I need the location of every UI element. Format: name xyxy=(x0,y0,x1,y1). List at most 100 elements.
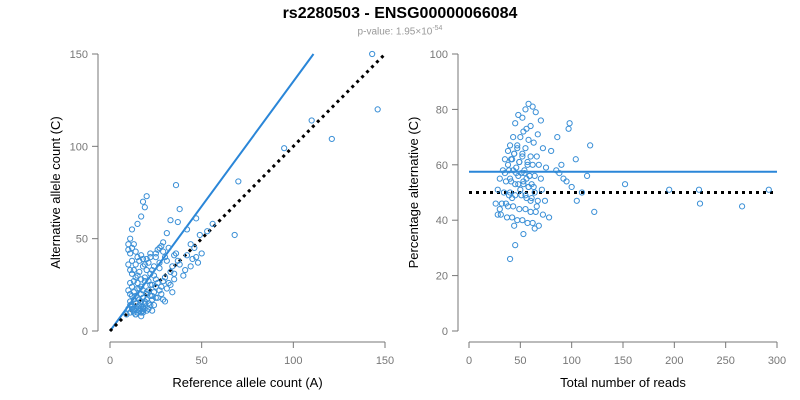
left-data-point xyxy=(193,215,200,222)
left-data-point xyxy=(132,300,139,307)
left-data-point xyxy=(154,294,161,301)
right-data-point xyxy=(578,189,586,196)
right-data-point xyxy=(510,203,517,210)
left-data-point xyxy=(308,117,315,124)
left-data-point xyxy=(165,244,172,251)
right-x-tick-label: 200 xyxy=(665,355,683,367)
left-data-point xyxy=(152,254,159,261)
left-data-point xyxy=(141,278,148,285)
left-data-point xyxy=(143,289,150,296)
left-data-point xyxy=(134,220,141,227)
right-data-point xyxy=(529,219,536,227)
left-data-point xyxy=(167,268,174,276)
left-data-point xyxy=(128,226,136,233)
right-y-tick-label: 20 xyxy=(436,271,448,283)
right-data-point xyxy=(538,186,545,193)
right-data-point xyxy=(527,122,534,130)
right-data-point xyxy=(506,142,514,149)
left-data-point xyxy=(160,278,167,285)
left-x-tick-label: 100 xyxy=(284,355,302,367)
right-data-point xyxy=(521,167,528,174)
right-data-point xyxy=(519,114,526,121)
left-data-point xyxy=(123,311,130,318)
right-data-point xyxy=(515,111,522,119)
right-data-point xyxy=(526,172,533,179)
left-data-point xyxy=(176,261,183,268)
right-data-point xyxy=(520,230,527,238)
left-data-point xyxy=(125,246,132,253)
left-data-point xyxy=(158,242,165,250)
figure-title: rs2280503 - ENSG00000066084 xyxy=(282,5,518,22)
right-data-point xyxy=(537,117,544,124)
left-data-point xyxy=(161,274,169,281)
left-data-point xyxy=(196,231,203,239)
left-data-point xyxy=(143,255,150,263)
left-data-point xyxy=(128,270,136,277)
left-data-point xyxy=(160,296,167,303)
right-data-point xyxy=(519,150,526,157)
right-data-point xyxy=(502,200,510,207)
left-data-point xyxy=(150,302,158,309)
right-data-point xyxy=(765,186,772,193)
right-data-point xyxy=(568,183,575,191)
left-data-point xyxy=(147,281,154,288)
right-x-tick-label: 150 xyxy=(614,355,632,367)
left-data-point xyxy=(128,257,136,264)
left-data-point xyxy=(127,250,134,257)
left-data-points xyxy=(123,50,381,320)
right-data-point xyxy=(518,192,525,199)
right-x-tick-label: 250 xyxy=(716,355,734,367)
left-data-point xyxy=(281,145,288,152)
right-data-point xyxy=(512,120,519,127)
right-data-point xyxy=(505,167,513,174)
left-data-point xyxy=(134,294,141,301)
left-data-point xyxy=(145,278,152,285)
right-data-point xyxy=(496,206,503,213)
right-data-point xyxy=(531,225,538,232)
left-data-point xyxy=(136,268,143,276)
left-data-point xyxy=(152,294,159,301)
left-data-point xyxy=(132,274,139,281)
left-data-point xyxy=(160,239,167,246)
left-data-point xyxy=(130,309,137,316)
left-data-point xyxy=(163,257,170,264)
right-data-point xyxy=(527,153,534,160)
right-y-tick-label: 0 xyxy=(442,326,448,338)
right-data-point xyxy=(506,255,514,263)
right-data-point xyxy=(519,153,526,160)
left-data-point xyxy=(167,217,174,224)
left-data-point xyxy=(172,250,180,257)
right-axes: 0 50 100 150 200 250 300 0 20 40 60 80 100 Total numb… xyxy=(406,49,786,390)
right-data-point xyxy=(528,181,535,188)
left-data-point xyxy=(147,250,154,257)
left-data-point xyxy=(136,257,143,264)
left-data-point xyxy=(128,283,136,290)
left-data-point xyxy=(198,250,205,257)
left-data-point xyxy=(191,244,198,251)
left-data-point xyxy=(132,311,139,318)
right-data-point xyxy=(591,208,598,215)
left-x-axis-label: Reference allele count (A) xyxy=(172,375,322,390)
left-data-point xyxy=(187,241,194,248)
right-data-point xyxy=(511,222,518,229)
left-data-point xyxy=(204,228,211,235)
left-data-point xyxy=(183,226,191,233)
right-data-point xyxy=(528,194,535,202)
left-data-point xyxy=(127,290,134,298)
right-data-point xyxy=(497,211,504,218)
left-data-point xyxy=(147,302,154,309)
right-data-point xyxy=(531,172,538,179)
left-data-point xyxy=(136,285,143,292)
right-data-point xyxy=(587,142,594,149)
left-axes: 0 50 100 150 0 50 100 150 Reference allele count… xyxy=(48,49,394,390)
right-data-point xyxy=(512,181,519,188)
right-data-point xyxy=(511,150,518,157)
right-data-point xyxy=(522,145,529,152)
left-data-point xyxy=(328,135,335,143)
p-value-text: p-value: 1.95×10 xyxy=(357,26,433,38)
right-data-point xyxy=(539,145,547,152)
right-data-point xyxy=(507,178,515,185)
left-data-point xyxy=(138,276,145,283)
right-data-point xyxy=(583,172,591,179)
left-data-point xyxy=(143,296,150,303)
